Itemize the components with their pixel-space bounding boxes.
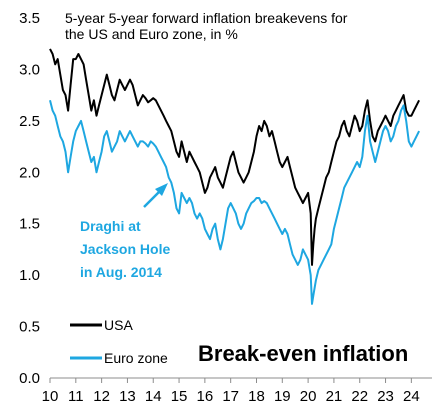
x-tick-label: 20 bbox=[300, 388, 317, 405]
y-axis: 0.0 0.5 1.0 1.5 2.0 2.5 3.0 3.5 bbox=[19, 10, 40, 387]
x-tick-label: 11 bbox=[68, 388, 84, 405]
legend-euro-label: Euro zone bbox=[104, 350, 168, 366]
y-tick-label: 2.5 bbox=[19, 113, 40, 130]
y-tick-label: 0.5 bbox=[19, 319, 40, 336]
series-line-usa bbox=[49, 48, 420, 266]
series-line-euro-zone bbox=[49, 100, 420, 305]
y-tick-label: 3.5 bbox=[19, 10, 40, 27]
x-tick-label: 21 bbox=[326, 388, 343, 405]
legend: USA Euro zone bbox=[70, 317, 168, 366]
x-axis: 10 11 12 13 14 15 16 17 18 19 20 21 22 23 24 bbox=[42, 377, 432, 405]
x-tick-label: 18 bbox=[248, 388, 265, 405]
y-tick-label: 3.0 bbox=[19, 61, 40, 78]
x-tick-label: 23 bbox=[377, 388, 394, 405]
chart-title-line-1: 5-year 5-year forward inflation breakeve… bbox=[65, 10, 348, 26]
x-tick-label: 24 bbox=[403, 388, 420, 405]
annotation-line-2: Jackson Hole bbox=[80, 241, 170, 257]
x-tick-label: 16 bbox=[197, 388, 214, 405]
chart-title-line-2: the US and Euro zone, in % bbox=[65, 26, 238, 42]
x-tick-label: 17 bbox=[222, 388, 239, 405]
annotation-line-3: in Aug. 2014 bbox=[80, 264, 162, 280]
annotation-arrowhead bbox=[155, 183, 168, 196]
x-tick-label: 13 bbox=[119, 388, 136, 405]
x-tick-label: 19 bbox=[274, 388, 291, 405]
draghi-annotation: Draghi at Jackson Hole in Aug. 2014 bbox=[80, 183, 170, 280]
x-tick-label: 12 bbox=[93, 388, 110, 405]
y-tick-label: 1.5 bbox=[19, 216, 40, 233]
x-tick-label: 14 bbox=[145, 388, 162, 405]
y-tick-label: 1.0 bbox=[19, 267, 40, 284]
chart-headline: Break-even inflation bbox=[198, 341, 408, 366]
x-tick-label: 22 bbox=[351, 388, 368, 405]
y-tick-label: 2.0 bbox=[19, 164, 40, 181]
x-tick-label: 10 bbox=[42, 388, 59, 405]
series-lines bbox=[49, 48, 420, 305]
y-tick-label: 0.0 bbox=[19, 370, 40, 387]
legend-usa-label: USA bbox=[104, 317, 133, 333]
x-tick-label: 15 bbox=[171, 388, 188, 405]
annotation-line-1: Draghi at bbox=[80, 218, 141, 234]
